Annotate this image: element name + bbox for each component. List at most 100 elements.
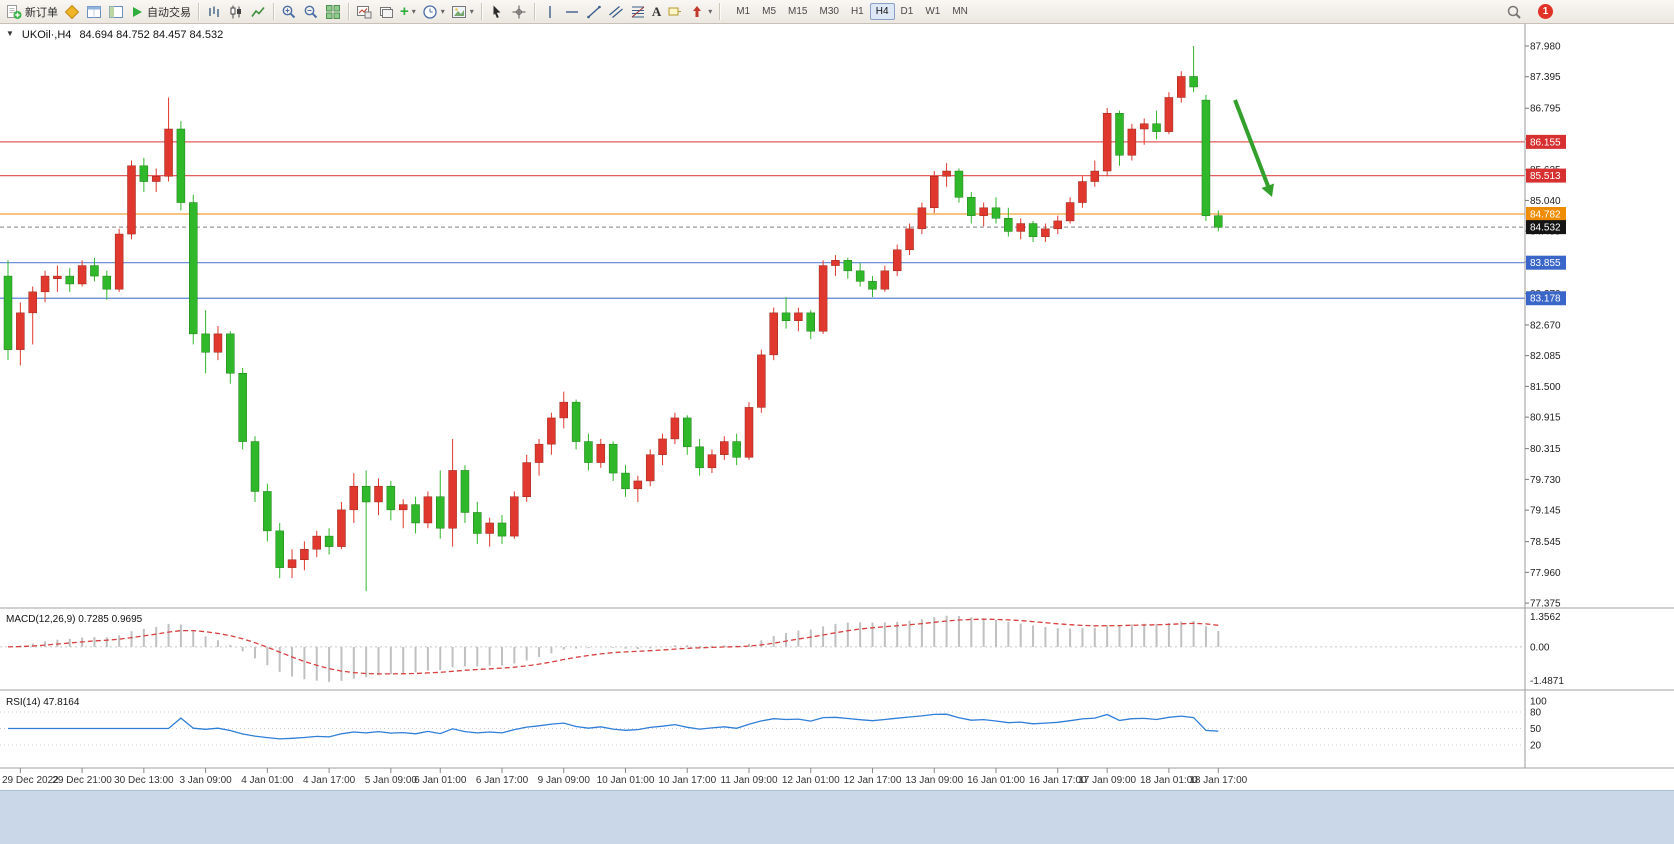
candle <box>1041 228 1050 237</box>
candle <box>1115 112 1124 156</box>
candle <box>658 438 667 455</box>
candle <box>3 275 13 350</box>
macd-scale-bottom: -1.4871 <box>1530 676 1564 687</box>
candle <box>238 373 247 442</box>
new-order-button[interactable]: 新订单 <box>3 2 61 22</box>
macd-scale-top: 1.3562 <box>1530 612 1561 623</box>
vertical-line-tool-button[interactable] <box>539 2 561 22</box>
chart-collapse-icon[interactable]: ▼ <box>6 29 14 38</box>
add-indicator-button[interactable]: + ▾ <box>397 2 419 22</box>
candle <box>1177 76 1186 98</box>
candle <box>312 535 321 550</box>
line-chart-icon <box>250 4 266 20</box>
tile-windows-button[interactable] <box>322 2 344 22</box>
timeframe-m5-button[interactable]: M5 <box>762 6 777 17</box>
candle <box>28 291 37 314</box>
candle <box>448 470 457 529</box>
price-badge <box>1526 255 1566 270</box>
autotrading-button[interactable]: 自动交易 <box>127 2 194 22</box>
candle <box>559 401 568 419</box>
trendline-tool-button[interactable] <box>583 2 605 22</box>
timeframe-mn-button[interactable]: MN <box>952 6 968 17</box>
text-tool-button[interactable]: A <box>649 2 664 22</box>
timeframe-m1-button[interactable]: M1 <box>736 6 751 17</box>
candle <box>151 176 161 182</box>
window-bottom-band <box>0 790 1674 844</box>
chart-profiles-button[interactable] <box>375 2 397 22</box>
candle <box>930 176 939 209</box>
time-label: 5 Jan 09:00 <box>365 775 418 786</box>
rsi-line <box>8 713 1219 740</box>
candle <box>571 401 581 442</box>
candle <box>164 128 173 177</box>
time-label: 4 Jan 17:00 <box>303 775 356 786</box>
timeframe-h1-button[interactable]: H1 <box>850 6 864 17</box>
time-label: 16 Jan 17:00 <box>1029 775 1087 786</box>
trend-arrow-annotation <box>1233 99 1274 197</box>
zoom-out-icon <box>303 4 319 20</box>
candle <box>769 312 778 356</box>
price-tick-label: 80.315 <box>1530 444 1561 455</box>
candle <box>1078 181 1087 203</box>
candle <box>522 462 531 497</box>
line-chart-mode-button[interactable] <box>247 2 269 22</box>
candle <box>991 207 1001 219</box>
horizontal-line-tool-button[interactable] <box>561 2 583 22</box>
search-icon <box>1506 5 1522 24</box>
dropdown-caret-icon: ▾ <box>708 6 713 16</box>
price-badge <box>1526 206 1566 221</box>
candle <box>361 485 371 503</box>
time-label: 18 Jan 01:00 <box>1140 775 1198 786</box>
navigator-button[interactable] <box>105 2 127 22</box>
candle <box>596 443 606 463</box>
cursor-tool-button[interactable] <box>486 2 508 22</box>
timeframe-h4-button[interactable]: H4 <box>869 3 895 20</box>
period-button[interactable]: ▾ <box>419 2 448 22</box>
search-button[interactable] <box>1506 4 1522 25</box>
zoom-out-button[interactable] <box>300 2 322 22</box>
chart-area: ▼ UKOil·,H4 84.694 84.752 84.457 84.532 … <box>0 24 1674 790</box>
candlestick-icon <box>228 4 244 20</box>
notification-badge[interactable]: 1 <box>1538 4 1553 19</box>
price-badge <box>1526 168 1566 183</box>
candle <box>732 441 741 458</box>
label-tool-button[interactable] <box>664 2 686 22</box>
candle <box>460 470 470 513</box>
candle <box>794 312 803 321</box>
candlestick-mode-button[interactable] <box>225 2 247 22</box>
market-watch-button[interactable] <box>61 2 83 22</box>
zoom-in-button[interactable] <box>278 2 300 22</box>
candle <box>275 530 284 568</box>
candle <box>90 265 99 277</box>
price-tick-label: 77.375 <box>1530 599 1561 610</box>
candle <box>954 170 964 198</box>
time-label: 16 Jan 01:00 <box>967 775 1025 786</box>
timeframe-w1-button[interactable]: W1 <box>925 6 941 17</box>
chart-canvas[interactable]: 87.98087.39586.79586.21085.62585.04084.4… <box>0 24 1674 790</box>
timeframe-d1-button[interactable]: D1 <box>900 6 914 17</box>
new-chart-button[interactable] <box>353 2 375 22</box>
chart-title-bar: ▼ UKOil·,H4 84.694 84.752 84.457 84.532 <box>6 29 223 41</box>
candle <box>65 275 74 285</box>
fibonacci-tool-button[interactable] <box>627 2 649 22</box>
candle <box>633 480 643 490</box>
data-window-button[interactable] <box>83 2 105 22</box>
bar-chart-mode-button[interactable] <box>203 2 225 22</box>
candle <box>189 202 198 335</box>
arrows-tool-button[interactable]: ▾ <box>686 2 715 22</box>
rsi-scale-label: 100 <box>1530 697 1547 708</box>
timeframe-m30-button[interactable]: M30 <box>819 6 839 17</box>
crosshair-tool-button[interactable] <box>508 2 530 22</box>
candle <box>781 312 791 321</box>
timeframe-group: M1 M5 M15 M30 H1 H4 D1 W1 MN <box>730 3 974 20</box>
candle <box>695 446 704 469</box>
price-axis: 87.98087.39586.79586.21085.62585.04084.4… <box>1524 24 1566 768</box>
timeframe-m15-button[interactable]: M15 <box>788 6 808 17</box>
chart-symbol-period: UKOil·,H4 <box>21 29 72 41</box>
new-chart-icon <box>356 4 372 20</box>
candle <box>127 165 136 235</box>
templates-button[interactable]: ▾ <box>448 2 477 22</box>
channel-tool-button[interactable] <box>605 2 627 22</box>
candles <box>3 46 1223 592</box>
